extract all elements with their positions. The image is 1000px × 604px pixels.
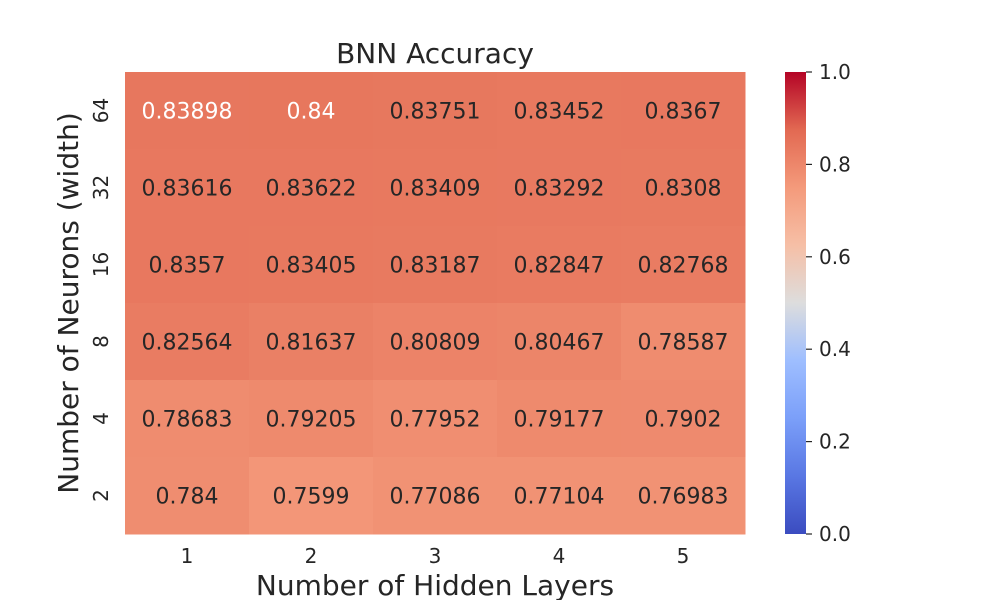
heatmap-cell [497,149,622,227]
heatmap-cell [249,380,374,458]
heatmap-cell-label: 0.77952 [390,408,481,433]
heatmap-cell [621,380,746,458]
heatmap-cell [621,226,746,304]
colorbar-tick-label: 1.0 [819,60,851,84]
heatmap-cell-label: 0.784 [156,485,219,510]
heatmap-cell [125,380,250,458]
heatmap-cell-label: 0.7599 [273,485,350,510]
heatmap-cell-label: 0.82768 [638,254,729,279]
heatmap-cell-label: 0.8357 [149,254,226,279]
heatmap-cell-label: 0.83292 [514,177,605,202]
heatmap-cell-label: 0.79205 [266,408,357,433]
heatmap-cell-label: 0.84 [287,100,336,125]
heatmap-cell [497,380,622,458]
x-tick-label: 2 [305,544,318,568]
heatmap-cell [125,226,250,304]
heatmap-cell-label: 0.80467 [514,331,605,356]
heatmap-cell-label: 0.77104 [514,485,605,510]
heatmap-cell [249,149,374,227]
heatmap-cell [497,303,622,381]
heatmap-cell [373,149,498,227]
heatmap-cell [125,72,250,150]
y-tick-label: 64 [89,98,113,123]
y-axis-label: Number of Neurons (width) [52,112,85,493]
colorbar-tick-label: 0.4 [819,337,851,361]
x-tick-label: 4 [553,544,566,568]
y-tick-label: 16 [89,252,113,277]
x-tick-labels: 1 2 3 4 5 [181,544,690,568]
heatmap-cell-label: 0.83616 [142,177,233,202]
heatmap-cell-label: 0.82564 [142,331,233,356]
heatmap-cell [621,149,746,227]
heatmap-cell [125,457,250,535]
y-tick-label: 2 [89,489,113,502]
heatmap-cell [497,226,622,304]
heatmap-cell [373,303,498,381]
heatmap-cell-label: 0.76983 [638,485,729,510]
heatmap-cell [249,303,374,381]
heatmap-cell-label: 0.81637 [266,331,357,356]
heatmap-cell-label: 0.83409 [390,177,481,202]
heatmap-cell-label: 0.83405 [266,254,357,279]
heatmap-cell-label: 0.8367 [645,100,722,125]
heatmap-cell [249,72,374,150]
heatmap-cell [125,303,250,381]
heatmap-cell [373,226,498,304]
x-tick-label: 5 [677,544,690,568]
chart-title: BNN Accuracy [336,37,534,70]
heatmap-cell-label: 0.79177 [514,408,605,433]
colorbar-tick-label: 0.2 [819,430,851,454]
heatmap-cell-label: 0.78587 [638,331,729,356]
y-tick-label: 4 [89,412,113,425]
heatmap-cell-label: 0.80809 [390,331,481,356]
x-tick-label: 1 [181,544,194,568]
heatmap-cell [497,72,622,150]
y-tick-label: 32 [89,175,113,200]
heatmap-cell-label: 0.83187 [390,254,481,279]
colorbar-tick-label: 0.6 [819,245,851,269]
colorbar [785,72,806,534]
colorbar-ticks: 0.0 0.2 0.4 0.6 0.8 1.0 [806,60,851,546]
y-tick-label: 8 [89,335,113,348]
heatmap-cell-label: 0.83898 [142,100,233,125]
y-tick-labels: 64 32 16 8 4 2 [89,98,113,502]
heatmap-cell-label: 0.83751 [390,100,481,125]
x-tick-label: 3 [429,544,442,568]
heatmap-cell [621,303,746,381]
heatmap-cell [373,380,498,458]
heatmap-cell-label: 0.8308 [645,177,722,202]
heatmap-cell [373,457,498,535]
heatmap-cell [249,226,374,304]
heatmap-cell-labels: 0.83898 0.84 0.83751 0.83452 0.8367 0.83616 0.… [142,100,729,510]
heatmap-cell [621,457,746,535]
colorbar-tick-label: 0.8 [819,152,851,176]
heatmap-cell-label: 0.77086 [390,485,481,510]
x-axis-label: Number of Hidden Layers [256,569,614,600]
heatmap-cell-label: 0.7902 [645,408,722,433]
heatmap-cells [125,72,746,535]
heatmap-cell [497,457,622,535]
heatmap-cell-label: 0.83452 [514,100,605,125]
colorbar-tick-label: 0.0 [819,522,851,546]
heatmap-cell-label: 0.78683 [142,408,233,433]
heatmap-cell [249,457,374,535]
heatmap-cell [621,72,746,150]
heatmap-cell [373,72,498,150]
heatmap-cell-label: 0.83622 [266,177,357,202]
heatmap-cell [125,149,250,227]
heatmap-cell-label: 0.82847 [514,254,605,279]
